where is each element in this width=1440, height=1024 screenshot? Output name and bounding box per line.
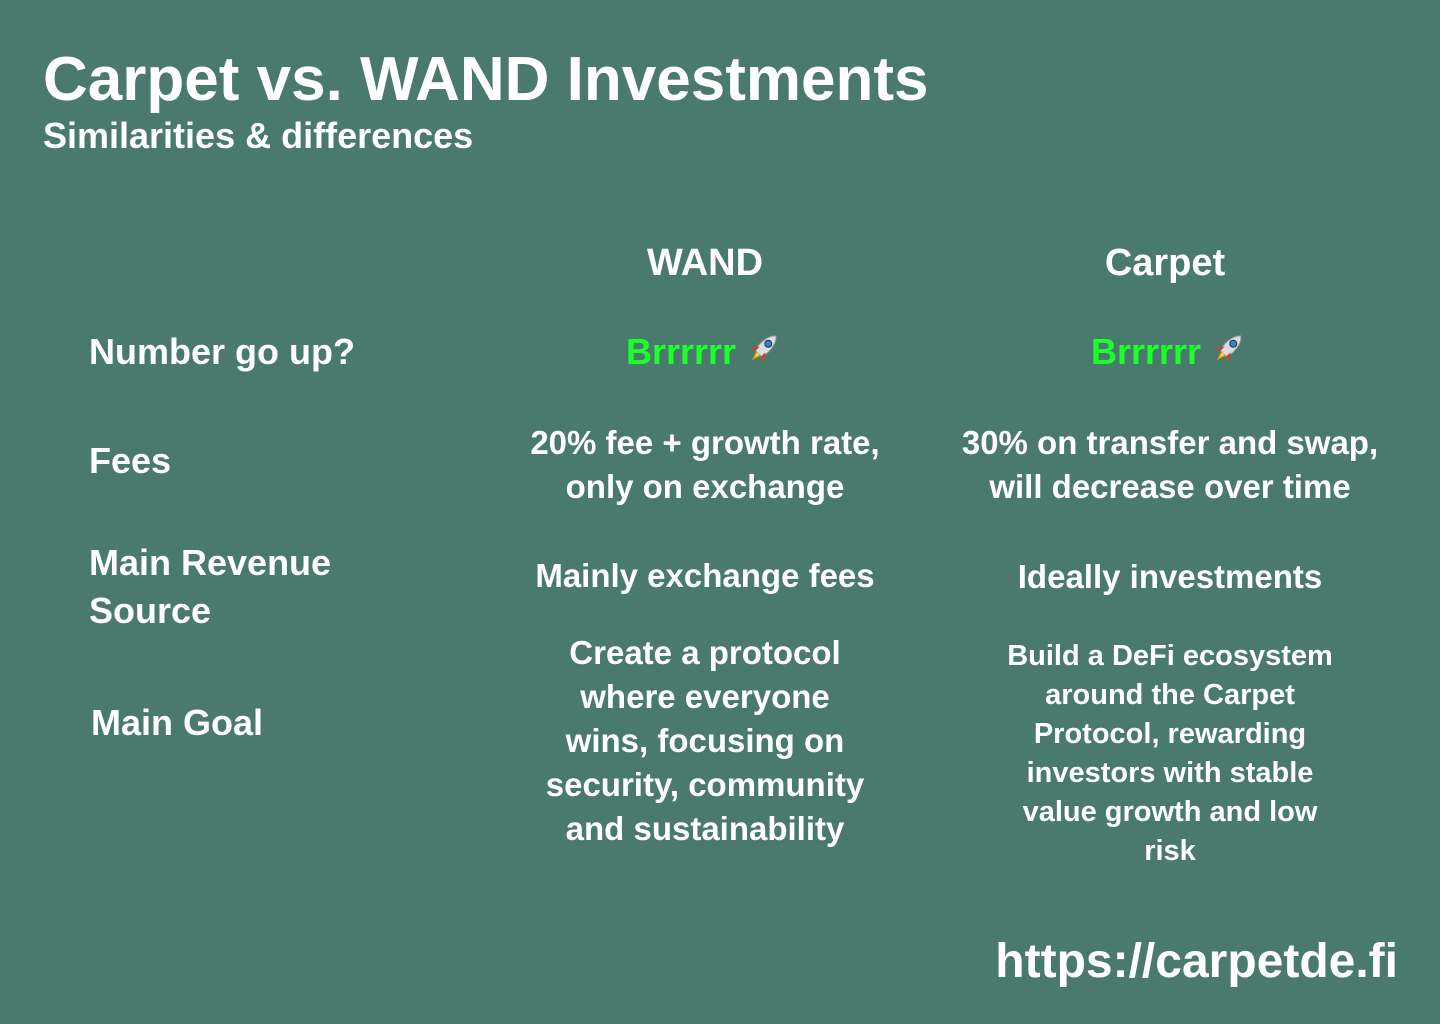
label-line: Main Revenue bbox=[89, 542, 332, 583]
text-line: and sustainability bbox=[565, 810, 845, 847]
cell-carpet-goal: Build a DeFi ecosystem around the Carpet… bbox=[925, 637, 1415, 871]
label-line: Source bbox=[89, 590, 212, 631]
text-line: Create a protocol bbox=[569, 634, 841, 671]
cell-wand-number-go-up: Brrrrrr bbox=[480, 328, 930, 380]
row-label-fees: Fees bbox=[89, 440, 172, 481]
text-line: Protocol, rewarding bbox=[1033, 718, 1307, 750]
row-label-revenue: Main Revenue Source bbox=[89, 539, 469, 635]
text-line: where everyone bbox=[580, 678, 830, 715]
cell-wand-goal: Create a protocol where everyone wins, f… bbox=[480, 631, 930, 851]
text-line: around the Carpet bbox=[1045, 679, 1295, 711]
text-line: only on exchange bbox=[565, 468, 845, 505]
text-line: 20% fee + growth rate, bbox=[530, 424, 880, 461]
brr-text: Brrrrrr bbox=[1090, 331, 1202, 372]
rocket-icon bbox=[744, 328, 784, 380]
cell-wand-revenue: Mainly exchange fees bbox=[535, 557, 875, 594]
cell-carpet-number-go-up: Brrrrrr bbox=[925, 328, 1415, 380]
row-label-goal: Main Goal bbox=[91, 702, 264, 743]
text-line: Build a DeFi ecosystem bbox=[1007, 640, 1333, 672]
column-header-wand: WAND bbox=[646, 242, 764, 284]
text-line: will decrease over time bbox=[989, 468, 1351, 505]
page-subtitle: Similarities & differences bbox=[43, 115, 474, 156]
text-line: wins, focusing on bbox=[565, 722, 845, 759]
text-line: risk bbox=[1144, 835, 1196, 867]
website-link[interactable]: https://carpetde.fi bbox=[995, 935, 1398, 988]
cell-carpet-fees: 30% on transfer and swap, will decrease … bbox=[925, 421, 1415, 509]
row-label-number-go-up: Number go up? bbox=[89, 331, 355, 372]
column-header-carpet: Carpet bbox=[1104, 242, 1226, 284]
rocket-icon bbox=[1209, 328, 1249, 380]
cell-wand-fees: 20% fee + growth rate, only on exchange bbox=[480, 421, 930, 509]
text-line: security, community bbox=[545, 766, 865, 803]
text-line: investors with stable bbox=[1026, 757, 1314, 789]
brr-text: Brrrrrr bbox=[625, 331, 737, 372]
page-title: Carpet vs. WAND Investments bbox=[43, 45, 929, 114]
text-line: value growth and low bbox=[1022, 796, 1318, 828]
cell-carpet-revenue: Ideally investments bbox=[1017, 558, 1323, 595]
text-line: 30% on transfer and swap, bbox=[961, 424, 1379, 461]
